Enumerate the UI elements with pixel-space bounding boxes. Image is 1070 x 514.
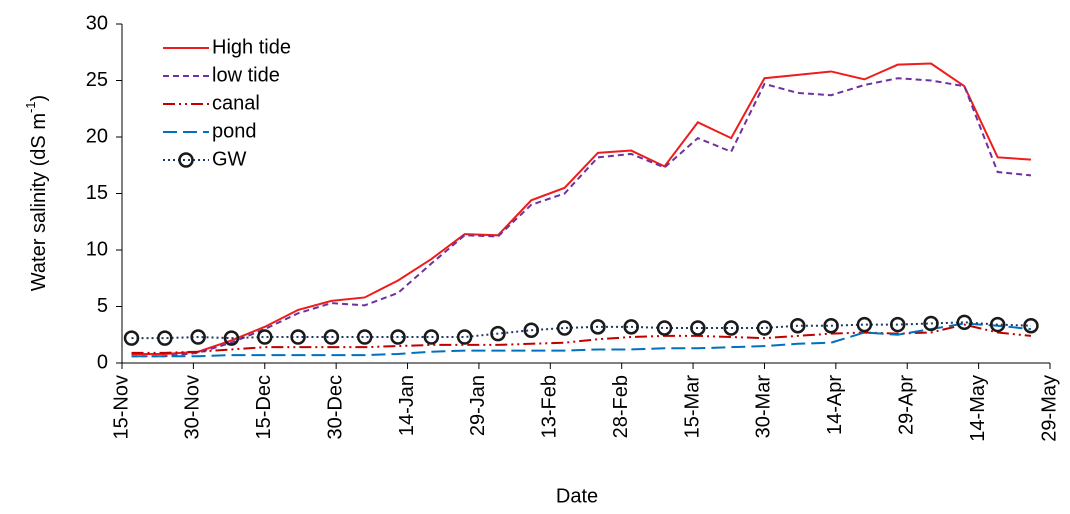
data-point [556,320,573,336]
y-tick-label: 5 [97,295,108,317]
y-tick-label: 30 [86,12,108,34]
data-point [390,329,406,345]
legend-label: low tide [212,64,280,86]
data-point [356,329,373,345]
data-point [157,330,173,346]
legend-label: pond [212,120,257,142]
data-point [523,322,540,338]
data-point [190,329,206,345]
data-point [1023,317,1039,334]
y-tick-label: 25 [86,69,108,91]
y-tick-label: 15 [86,182,108,204]
data-point [823,317,839,334]
data-point [290,329,306,345]
y-tick-label: 0 [97,351,108,373]
legend-marker [178,152,194,168]
x-tick-label: 29-Jan [467,375,489,436]
y-label-text: Water salinity (dS m [28,113,50,291]
series-line [131,77,1032,358]
x-tick-label: 14-Jan [396,375,418,436]
legend-label: GW [212,148,247,170]
x-tick-label: 15-Nov [110,375,132,439]
data-point [123,330,140,346]
series-line [131,323,1032,354]
series-line [131,62,1032,355]
x-tick-label: 15-Dec [253,375,275,439]
y-label-end: ) [28,95,50,102]
data-point [490,325,506,342]
y-tick-label: 10 [86,238,108,260]
data-point [790,317,806,334]
data-point [989,316,1006,333]
x-tick-label: 14-Apr [824,375,846,435]
x-tick-label: 29-Apr [896,375,918,435]
x-axis-label: Date [556,485,598,507]
legend-label: canal [212,92,260,114]
y-label-sup: -1 [23,101,38,113]
data-point [223,330,240,346]
data-point [856,316,873,333]
data-point [956,314,973,331]
data-point [656,320,673,336]
x-tick-label: 30-Mar [753,375,775,439]
data-point [323,329,340,345]
y-axis-label: Water salinity (dS m-1) [23,95,50,291]
x-tick-label: 30-Dec [324,375,346,439]
data-point [623,319,639,335]
data-point [923,315,939,332]
data-point [690,320,706,336]
x-tick-label: 29-May [1038,375,1060,442]
data-point [456,329,473,345]
data-point [723,320,739,336]
data-point [889,316,906,333]
data-point [423,329,440,345]
x-tick-label: 14-May [967,375,989,442]
data-point [590,319,606,335]
y-tick-label: 20 [86,125,108,147]
x-tick-label: 30-Nov [182,375,204,439]
legend-label: High tide [212,36,291,58]
x-tick-label: 15-Mar [681,375,703,439]
series-line [131,322,1032,358]
series-line [131,321,1031,340]
data-point [257,329,273,345]
data-point [756,320,773,336]
x-tick-label: 13-Feb [539,375,561,438]
x-tick-label: 28-Feb [610,375,632,438]
